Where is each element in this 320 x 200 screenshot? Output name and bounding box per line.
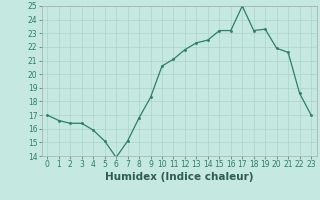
X-axis label: Humidex (Indice chaleur): Humidex (Indice chaleur) <box>105 172 253 182</box>
